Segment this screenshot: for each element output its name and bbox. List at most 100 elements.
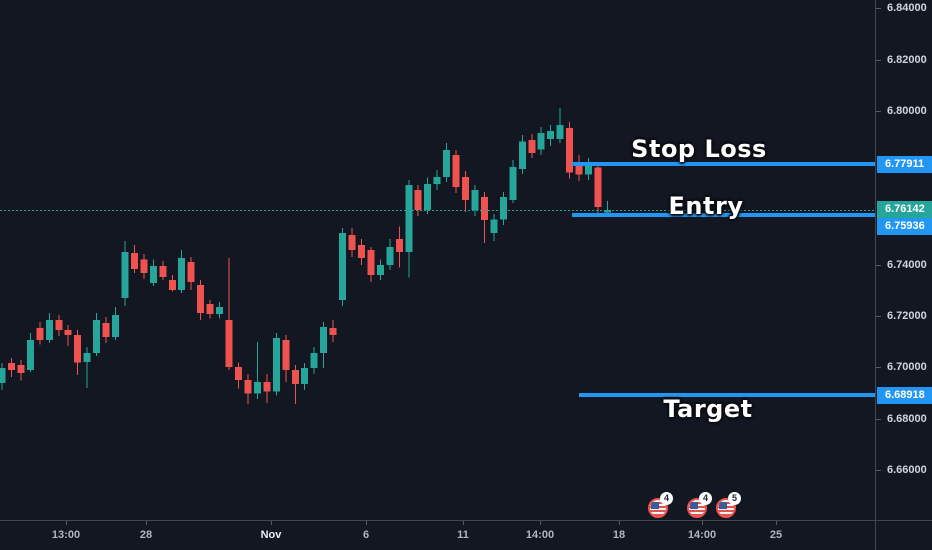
candle-up <box>405 185 413 252</box>
candle-up <box>471 189 479 210</box>
candle-down <box>206 303 214 314</box>
event-count-badge: 4 <box>699 492 712 505</box>
candle-down <box>414 189 422 210</box>
candle-up <box>424 184 432 210</box>
candle-up <box>216 306 224 314</box>
price-axis-label: 6.72000 <box>887 310 927 322</box>
candle-up <box>301 367 309 384</box>
candle-up <box>0 367 6 383</box>
candle-up <box>585 163 592 175</box>
entry-label[interactable]: Entry <box>668 192 744 220</box>
price-axis-tick <box>876 265 881 266</box>
flag-canton <box>651 502 659 509</box>
candle-down <box>159 266 167 278</box>
candle-up <box>556 125 564 140</box>
candle-down <box>594 167 602 208</box>
time-axis-tick <box>146 521 147 525</box>
price-axis-label: 6.84000 <box>887 2 927 14</box>
candle-down <box>358 245 365 258</box>
time-axis-label: 18 <box>612 529 626 541</box>
time-axis-label: 28 <box>139 529 153 541</box>
candle-up <box>490 219 498 233</box>
candle-down <box>575 163 583 175</box>
time-axis-label: 6 <box>362 529 370 541</box>
time-axis-tick <box>271 521 272 525</box>
us-flag-event-icon[interactable]: 5 <box>716 492 741 518</box>
price-axis-tick <box>876 419 881 420</box>
time-axis-tick <box>776 521 777 525</box>
price-axis-tick <box>876 316 881 317</box>
time-axis-tick <box>619 521 620 525</box>
candle-down <box>36 327 44 340</box>
time-axis-label: 13:00 <box>51 529 81 541</box>
flag-canton <box>719 502 727 509</box>
candle-down <box>130 253 138 269</box>
candle-down <box>8 363 15 370</box>
candle-up <box>320 326 328 354</box>
candle-up <box>178 257 186 290</box>
candle-up <box>149 266 157 283</box>
candle-up <box>603 209 611 213</box>
candle-up <box>443 149 451 178</box>
price-axis-tick <box>876 470 881 471</box>
candle-up <box>26 340 34 370</box>
price-axis-label: 6.82000 <box>887 54 927 66</box>
candle-down <box>168 280 176 290</box>
candle-up <box>518 141 526 169</box>
candle-up <box>112 315 119 337</box>
event-count-badge: 4 <box>660 492 673 505</box>
candle-down <box>329 327 337 336</box>
candle-up <box>121 252 129 298</box>
candle-down <box>102 323 110 337</box>
time-axis-tick <box>66 521 67 525</box>
last-price-badge: 6.76142 <box>877 201 932 218</box>
stop-loss-label[interactable]: Stop Loss <box>631 135 767 163</box>
price-axis-label: 6.66000 <box>887 464 927 476</box>
price-axis-label: 6.80000 <box>887 105 927 117</box>
time-axis-tick <box>540 521 541 525</box>
candle-down <box>528 139 536 153</box>
candle-down <box>17 364 25 373</box>
candle-down <box>291 370 299 384</box>
target-label[interactable]: Target <box>663 395 753 423</box>
stop-loss-price-badge: 6.77911 <box>877 156 932 173</box>
time-axis-label: 14:00 <box>525 529 555 541</box>
target-price-badge: 6.68918 <box>877 387 932 404</box>
price-axis-label: 6.70000 <box>887 361 927 373</box>
price-axis-tick <box>876 111 881 112</box>
price-axis-label: 6.68000 <box>887 413 927 425</box>
candle-down <box>197 284 205 313</box>
candle-down <box>481 196 488 220</box>
target-line[interactable] <box>579 393 875 397</box>
us-flag-event-icon[interactable]: 4 <box>687 492 712 518</box>
current-price-dotted-line <box>0 210 875 211</box>
candle-up <box>509 166 517 200</box>
candle-down <box>64 330 72 336</box>
candle-up <box>376 264 384 276</box>
price-axis-label: 6.74000 <box>887 259 927 271</box>
candle-up <box>45 319 53 340</box>
time-axis-tick <box>366 521 367 525</box>
candle-up <box>547 130 555 140</box>
candle-up <box>537 133 545 150</box>
time-axis-tick <box>463 521 464 525</box>
candle-down <box>187 262 195 282</box>
stop-loss-line[interactable] <box>572 162 875 166</box>
event-count-badge: 5 <box>728 492 741 505</box>
candle-down <box>263 381 271 392</box>
time-axis-tick <box>702 521 703 525</box>
candle-down <box>55 319 63 330</box>
time-axis-label: 25 <box>769 529 783 541</box>
candle-up <box>310 353 318 368</box>
candle-up <box>93 319 101 353</box>
candle-down <box>348 235 356 250</box>
time-axis[interactable]: 13:00 28 Nov 6 11 14:00 18 14:00 25 <box>0 520 932 550</box>
candle-down <box>244 380 252 394</box>
candle-down <box>462 177 469 200</box>
candle-down <box>140 259 148 273</box>
chart-canvas[interactable]: Stop Loss Entry Target 4 4 5 <box>0 0 875 520</box>
entry-line[interactable] <box>572 213 875 217</box>
price-axis[interactable]: 6.77911 6.76142 6.75936 6.68918 6.84000 6… <box>875 0 932 550</box>
us-flag-event-icon[interactable]: 4 <box>648 492 673 518</box>
